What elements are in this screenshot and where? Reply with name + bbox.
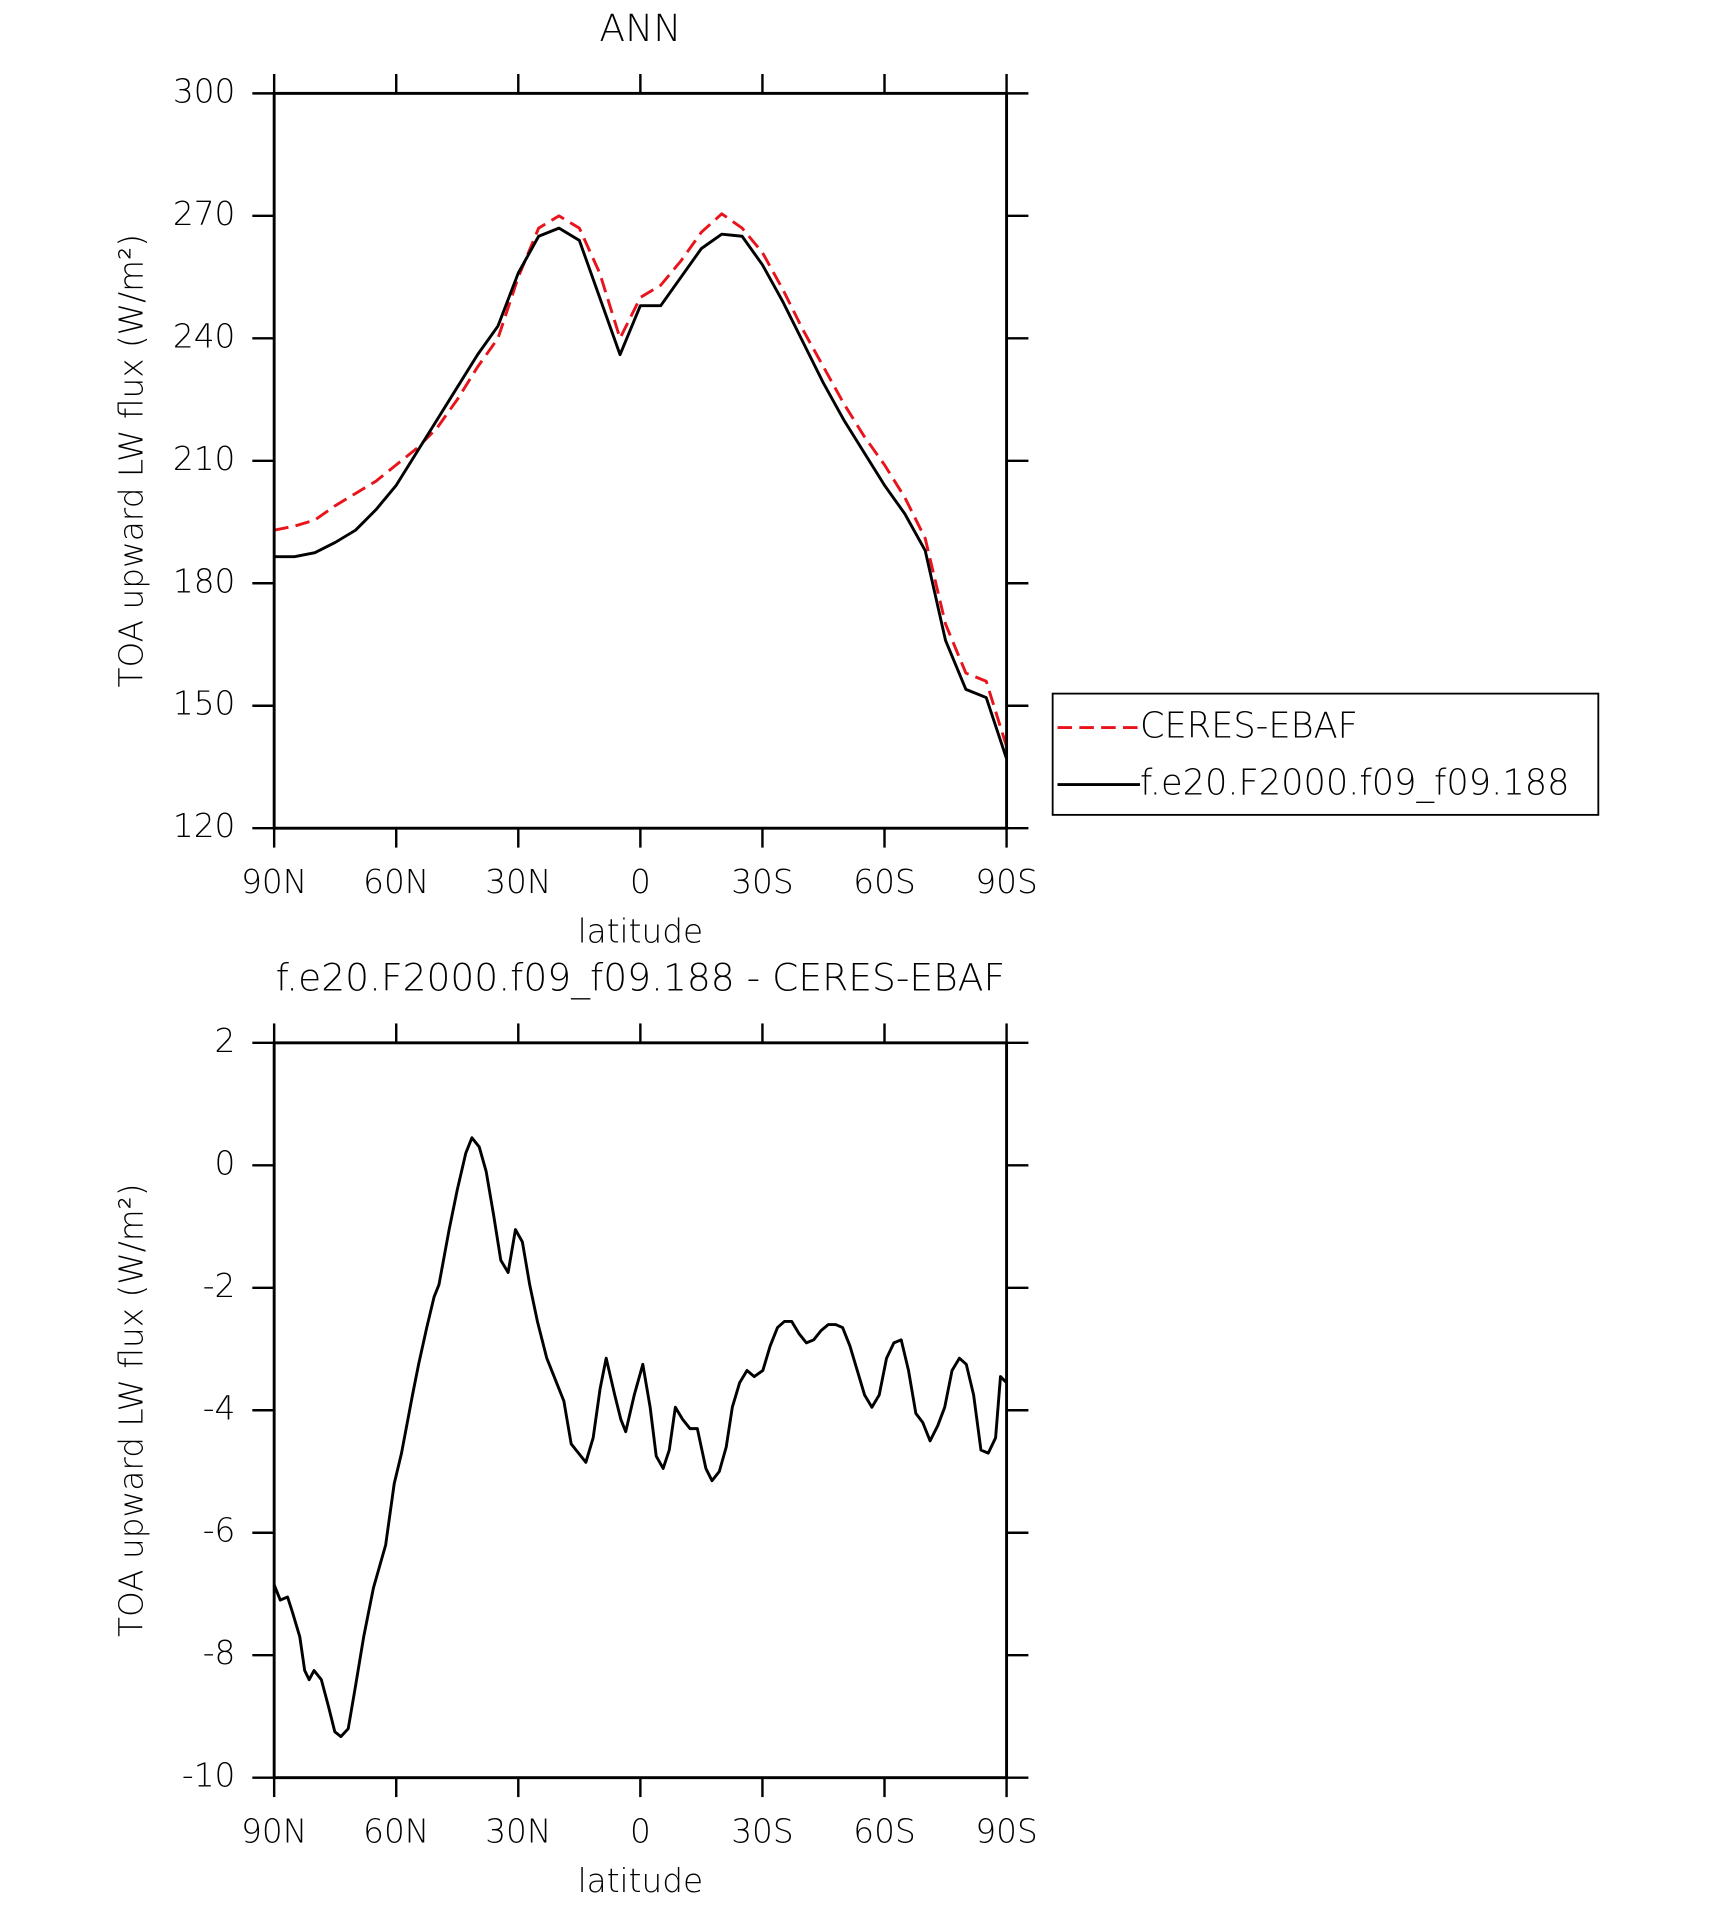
x-tick-label: 90N [241, 863, 307, 901]
x-tick-label: 0 [630, 863, 651, 901]
chart-title: f.e20.F2000.f09_f09.188 - CERES-EBAF [276, 955, 1005, 1000]
x-tick-label: 30S [731, 1812, 793, 1850]
x-axis-label: latitude [578, 1862, 704, 1900]
y-tick-label: -8 [203, 1634, 236, 1672]
y-tick-label: 2 [215, 1022, 236, 1060]
x-tick-label: 60S [853, 863, 915, 901]
x-tick-label: 60N [363, 863, 429, 901]
x-tick-label: 60N [363, 1812, 429, 1850]
y-tick-label: 0 [215, 1144, 236, 1182]
y-tick-label: 240 [173, 317, 235, 355]
y-axis-label: TOA upward LW flux (W/m²) [113, 1183, 151, 1637]
y-tick-label: -6 [203, 1512, 236, 1550]
x-tick-label: 30N [485, 863, 551, 901]
legend-box [1051, 692, 1600, 816]
plot-frame [272, 1041, 1009, 1780]
x-tick-label: 30N [485, 1812, 551, 1850]
data-line [272, 1136, 1008, 1739]
y-tick-label: 300 [173, 72, 235, 110]
y-tick-label: -4 [203, 1389, 236, 1427]
x-tick-label: 90S [975, 863, 1037, 901]
data-line [273, 212, 1008, 747]
legend-label: CERES-EBAF [1140, 706, 1358, 747]
x-tick-label: 60S [853, 1812, 915, 1850]
y-tick-label: 180 [173, 562, 235, 600]
x-tick-label: 30S [731, 863, 793, 901]
plot-frame [272, 91, 1009, 830]
y-tick-label: 120 [173, 807, 235, 845]
x-tick-label: 90S [975, 1812, 1037, 1850]
y-tick-label: 210 [173, 440, 235, 478]
y-tick-label: 270 [173, 195, 235, 233]
y-tick-label: -10 [182, 1757, 235, 1795]
x-tick-label: 0 [630, 1812, 651, 1850]
y-tick-label: -2 [203, 1267, 236, 1305]
x-tick-label: 90N [241, 1812, 307, 1850]
x-axis-label: latitude [578, 913, 704, 951]
y-axis-label: TOA upward LW flux (W/m²) [113, 234, 151, 688]
y-tick-label: 150 [173, 685, 235, 723]
chart-title: ANN [599, 6, 681, 50]
legend-label: f.e20.F2000.f09_f09.188 [1140, 763, 1569, 804]
data-line [274, 226, 1008, 760]
